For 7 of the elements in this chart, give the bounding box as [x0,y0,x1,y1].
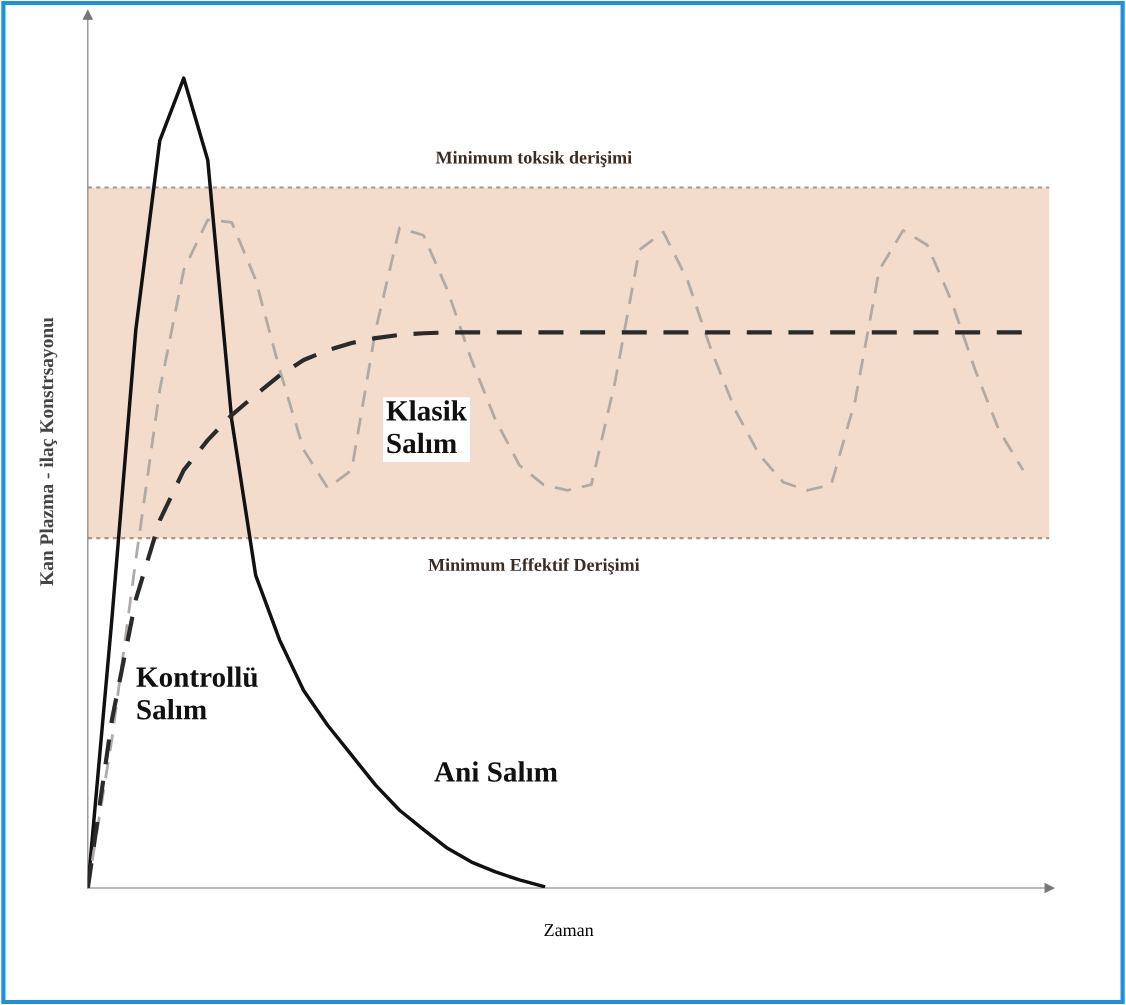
ref-line-label: Minimum toksik derişimi [435,150,632,168]
x-axis-title: Zaman [544,924,594,937]
ref-line-label: Minimum Effektif Derişimi [428,558,640,575]
series-label: Kontrollü Salım [136,666,258,720]
series-label: Ani Salım [434,761,558,782]
y-axis-title: Kan Plazma - ilaç Konstrsayonu [39,317,58,586]
series-label: Klasik Salım [386,400,467,454]
